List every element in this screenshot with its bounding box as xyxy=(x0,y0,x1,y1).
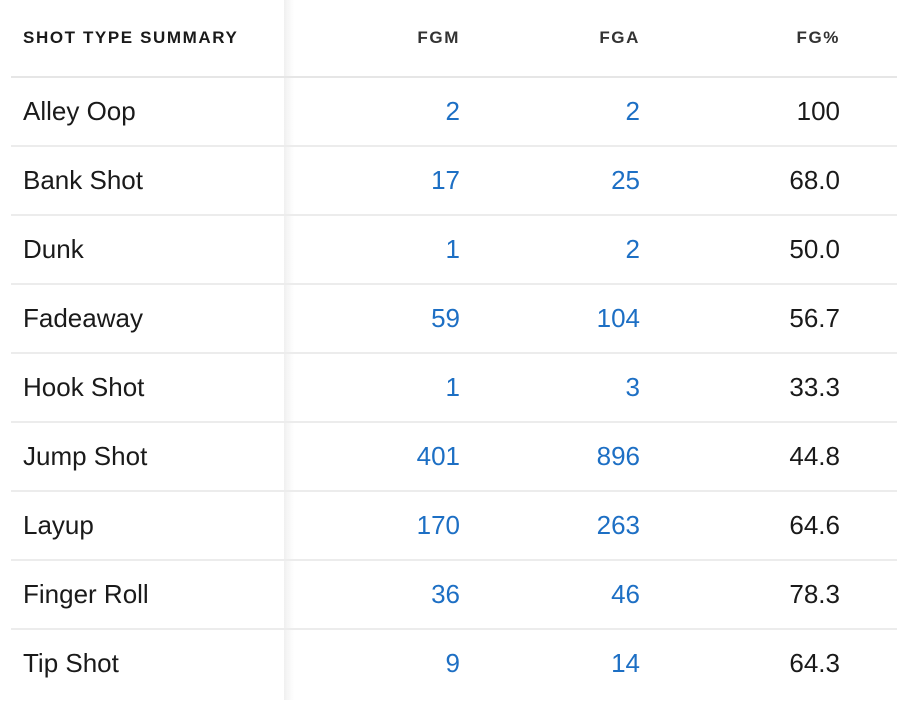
fgm-link[interactable]: 2 xyxy=(290,77,460,147)
table-row: Hook Shot 1 3 33.3 xyxy=(11,353,897,423)
header-fga: FGA xyxy=(460,0,640,78)
fga-link[interactable]: 3 xyxy=(460,353,640,423)
table-body: Alley Oop 2 2 100 Bank Shot 17 25 68.0 Dunk 1 2 50.… xyxy=(11,77,897,697)
header-row: SHOT TYPE SUMMARY FGM FGA FG% xyxy=(11,0,897,78)
row-spacer xyxy=(840,77,897,147)
fgm-link[interactable]: 9 xyxy=(445,648,460,678)
fgm-link[interactable]: 59 xyxy=(290,284,460,354)
header-fg-pct: FG% xyxy=(640,0,840,78)
fg-pct-cell: 64.6 xyxy=(640,491,840,561)
fgm-link[interactable]: 36 xyxy=(290,560,460,630)
table-header: SHOT TYPE SUMMARY FGM FGA FG% xyxy=(11,0,897,78)
fg-pct-cell: 44.8 xyxy=(640,422,840,492)
shot-type-cell: Tip Shot xyxy=(23,648,119,678)
fgm-link[interactable]: 170 xyxy=(290,491,460,561)
row-spacer xyxy=(840,422,897,492)
fg-pct-cell: 56.7 xyxy=(640,284,840,354)
row-spacer xyxy=(840,491,897,561)
fg-pct-cell: 50.0 xyxy=(640,215,840,285)
shot-type-cell: Jump Shot xyxy=(11,422,290,492)
fgm-link[interactable]: 1 xyxy=(290,353,460,423)
shot-type-cell: Layup xyxy=(11,491,290,561)
fgm-link[interactable]: 401 xyxy=(290,422,460,492)
row-spacer xyxy=(840,353,897,423)
table-row: Bank Shot 17 25 68.0 xyxy=(11,146,897,216)
fg-pct-cell: 100 xyxy=(640,77,840,147)
table-row: Jump Shot 401 896 44.8 xyxy=(11,422,897,492)
fgm-link[interactable]: 1 xyxy=(290,215,460,285)
table-row: Layup 170 263 64.6 xyxy=(11,491,897,561)
fga-link[interactable]: 2 xyxy=(460,77,640,147)
fga-link[interactable]: 104 xyxy=(460,284,640,354)
table-row: Alley Oop 2 2 100 xyxy=(11,77,897,147)
fg-pct-cell: 33.3 xyxy=(640,353,840,423)
shot-type-cell: Finger Roll xyxy=(11,560,290,630)
header-shot-type: SHOT TYPE SUMMARY xyxy=(11,0,290,78)
row-spacer xyxy=(840,629,897,697)
shot-type-cell: Hook Shot xyxy=(11,353,290,423)
row-spacer xyxy=(840,146,897,216)
fga-link[interactable]: 14 xyxy=(611,648,640,678)
shot-type-cell: Fadeaway xyxy=(11,284,290,354)
shot-type-summary-table: SHOT TYPE SUMMARY FGM FGA FG% Alley Oop 2… xyxy=(11,0,897,697)
header-fgm: FGM xyxy=(290,0,460,78)
table-row: Fadeaway 59 104 56.7 xyxy=(11,284,897,354)
fga-link[interactable]: 2 xyxy=(460,215,640,285)
fga-link[interactable]: 896 xyxy=(460,422,640,492)
shot-type-cell: Dunk xyxy=(11,215,290,285)
fgm-link[interactable]: 17 xyxy=(290,146,460,216)
header-spacer xyxy=(840,0,897,78)
fga-link[interactable]: 263 xyxy=(460,491,640,561)
table-row: Dunk 1 2 50.0 xyxy=(11,215,897,285)
fg-pct-cell: 64.3 xyxy=(789,648,840,678)
shot-type-cell: Bank Shot xyxy=(11,146,290,216)
table-row: Finger Roll 36 46 78.3 xyxy=(11,560,897,630)
table-row: Tip Shot 9 14 64.3 xyxy=(11,629,897,697)
row-spacer xyxy=(840,284,897,354)
fg-pct-cell: 78.3 xyxy=(640,560,840,630)
row-spacer xyxy=(840,215,897,285)
row-spacer xyxy=(840,560,897,630)
fg-pct-cell: 68.0 xyxy=(640,146,840,216)
fga-link[interactable]: 25 xyxy=(460,146,640,216)
shot-type-cell: Alley Oop xyxy=(11,77,290,147)
fga-link[interactable]: 46 xyxy=(460,560,640,630)
